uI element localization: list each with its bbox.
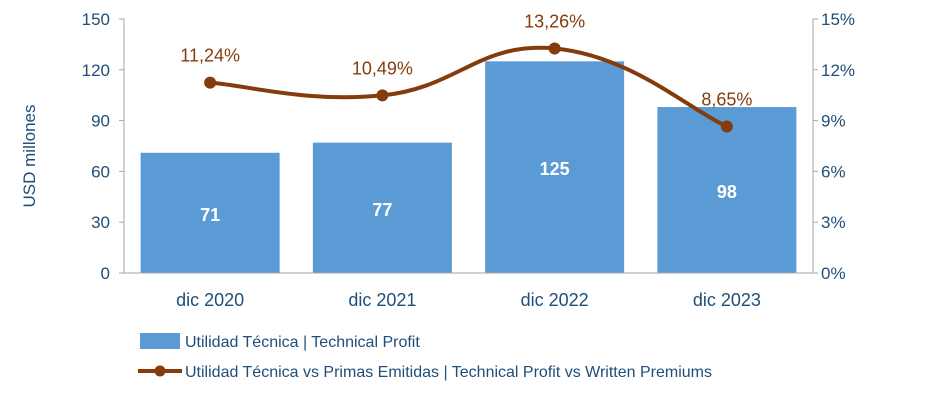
- y-tick-label: 150: [82, 10, 110, 29]
- bar-dic-2021: [312, 142, 452, 273]
- ratio-point: [548, 42, 561, 55]
- x-tick-label: dic 2020: [176, 290, 244, 310]
- ratio-value-label: 13,26%: [524, 11, 585, 31]
- x-tick-label: dic 2023: [693, 290, 761, 310]
- x-tick-label: dic 2022: [521, 290, 589, 310]
- bar-dic-2023: [657, 107, 797, 273]
- y2-tick-label: 15%: [821, 10, 855, 29]
- y-tick-label: 90: [91, 112, 110, 131]
- y2-tick-label: 12%: [821, 61, 855, 80]
- y-tick-label: 0: [101, 264, 110, 283]
- bars-group: 71 77 125 98: [140, 61, 797, 274]
- legend-bar-label: Utilidad Técnica | Technical Profit: [185, 334, 420, 351]
- y-tick-label: 120: [82, 61, 110, 80]
- legend: Utilidad Técnica | Technical Profit Utili…: [138, 333, 712, 381]
- x-tick-label: dic 2021: [348, 290, 416, 310]
- bar-dic-2020: [140, 152, 280, 273]
- ratio-point: [204, 76, 217, 89]
- y-tick-label: 30: [91, 213, 110, 232]
- bar-dic-2022: [485, 61, 625, 274]
- bar-value-label: 71: [200, 205, 220, 225]
- bar-value-label: 77: [372, 200, 392, 220]
- y-tick-label: 60: [91, 162, 110, 181]
- ratio-point: [720, 120, 733, 133]
- bar-value-label: 125: [540, 159, 570, 179]
- axes-group: 0 30 60 90 120 150 0% 3% 6% 9% 12% 15% dic 2020 dic 2…: [20, 10, 855, 310]
- legend-line-marker: [154, 365, 166, 377]
- y2-tick-label: 6%: [821, 162, 846, 181]
- ratio-value-label: 8,65%: [701, 90, 752, 110]
- y2-tick-label: 3%: [821, 213, 846, 232]
- y2-tick-label: 0%: [821, 264, 846, 283]
- y2-tick-label: 9%: [821, 112, 846, 131]
- legend-bar-swatch: [140, 333, 180, 349]
- legend-line-label: Utilidad Técnica vs Primas Emitidas | Te…: [185, 364, 712, 381]
- y-axis-title: USD millones: [20, 105, 39, 208]
- ratio-value-label: 11,24%: [180, 46, 240, 66]
- line-group: 11,24% 10,49% 13,26% 8,65%: [180, 11, 752, 133]
- ratio-line: [209, 45, 728, 129]
- bar-value-label: 98: [717, 182, 737, 202]
- ratio-value-label: 10,49%: [352, 58, 413, 78]
- ratio-point: [376, 89, 389, 102]
